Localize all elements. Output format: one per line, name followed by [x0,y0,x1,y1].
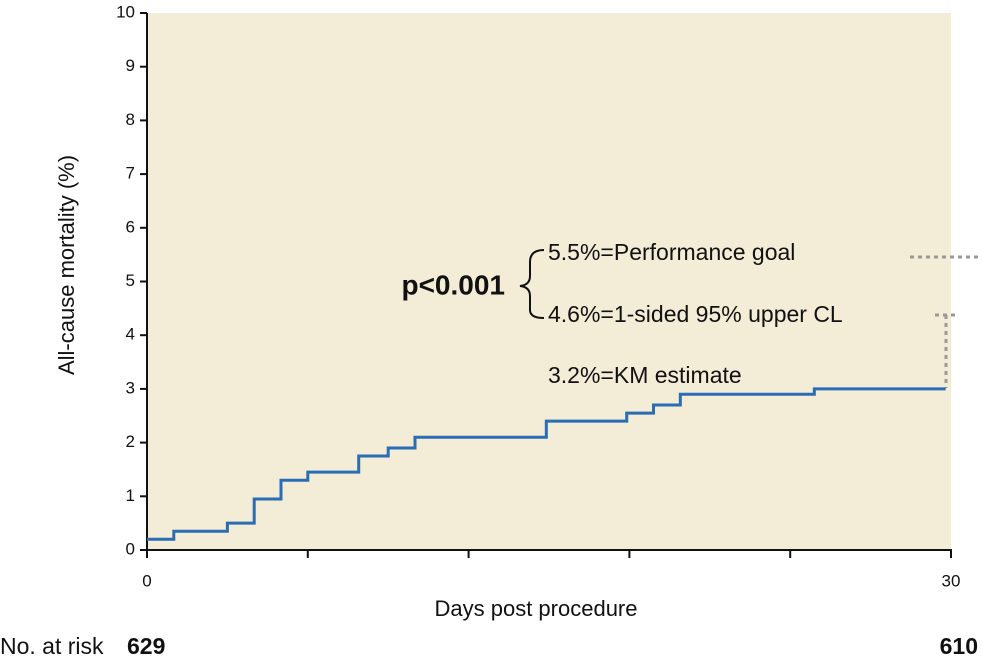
km-line [147,387,946,541]
y-tick-label: 6 [126,217,135,236]
annotation: 5.5%=Performance goal [548,239,795,265]
y-tick-label: 10 [116,2,135,21]
risk-value: 610 [940,633,978,659]
annotation: 4.6%=1-sided 95% upper CL [548,301,843,327]
risk-label: No. at risk [0,633,104,659]
y-tick-label: 9 [126,56,135,75]
y-axis-label: All-cause mortality (%) [54,155,79,375]
y-tick-label: 1 [126,486,135,505]
y-tick-label: 7 [126,164,135,183]
y-tick-label: 4 [126,325,135,344]
y-tick-label: 2 [126,432,135,451]
plot-background [147,13,951,550]
brace [519,249,545,319]
y-tick-label: 3 [126,378,135,397]
y-tick-label: 8 [126,110,135,129]
annotation: 3.2%=KM estimate [548,362,742,388]
y-tick-label: 0 [126,539,135,558]
y-tick-label: 5 [126,271,135,290]
x-tick-label: 30 [942,571,961,590]
p-value: p<0.001 [401,269,505,300]
x-tick-label: 0 [142,571,151,590]
x-axis-label: Days post procedure [435,596,638,621]
risk-value: 629 [127,633,165,659]
